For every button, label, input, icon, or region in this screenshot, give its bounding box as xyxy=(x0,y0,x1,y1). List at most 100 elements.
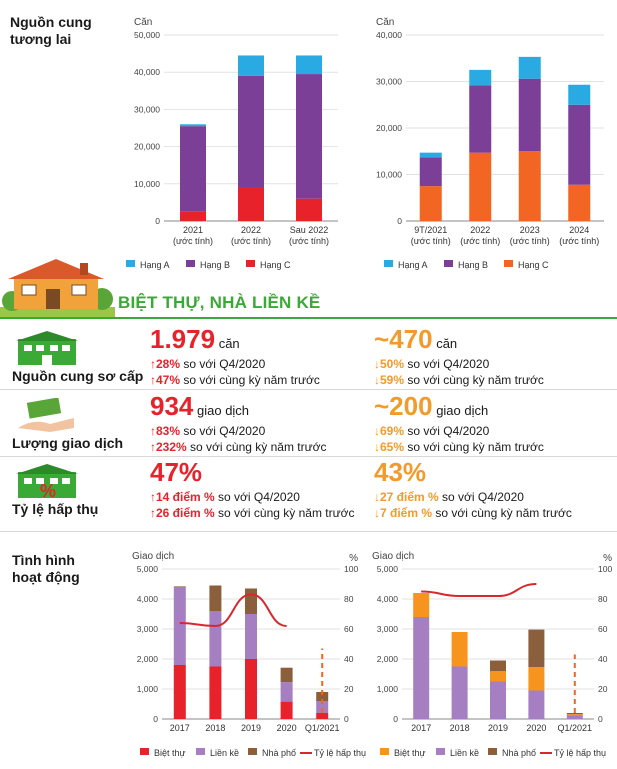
y-tick-label: 30,000 xyxy=(376,77,402,87)
bar-biệt-thự xyxy=(280,701,293,719)
metric-change-right-line1: ↓69% so với Q4/2020 xyxy=(374,424,489,438)
metric-label: Lượng giao dịch xyxy=(12,435,124,451)
change-value: ↑28% xyxy=(150,357,181,371)
metric-label: Tỷ lệ hấp thụ xyxy=(12,501,99,517)
x-tick-label: 2022 xyxy=(241,225,261,235)
bar-hạng-a xyxy=(469,69,492,86)
legend-label: Tỷ lệ hấp thụ xyxy=(554,748,606,758)
metric-unit: giao dịch xyxy=(193,403,250,418)
bar-liền-kề xyxy=(490,681,506,719)
bar-hạng-c xyxy=(469,152,492,221)
house-illustration-icon xyxy=(0,259,115,317)
bar-hạng-b xyxy=(180,126,206,212)
change-text: so với cùng kỳ năm trước xyxy=(180,373,320,387)
legend-swatch xyxy=(246,260,255,267)
y2-tick-label: 20 xyxy=(344,684,354,694)
x-tick-label: 2019 xyxy=(488,723,508,733)
y2-tick-label: 20 xyxy=(598,684,608,694)
change-value: ↓7 điểm % xyxy=(374,506,433,520)
y-tick-label: 0 xyxy=(393,714,398,724)
x-tick-sublabel: (ước tính) xyxy=(231,236,271,246)
bar-hạng-c xyxy=(180,211,206,221)
bar-nhà-phố xyxy=(490,660,506,671)
bar-hạng-a xyxy=(238,55,264,76)
change-text: so với cùng kỳ năm trước xyxy=(432,506,572,520)
y-tick-label: 0 xyxy=(155,216,160,226)
metric-label: Nguồn cung sơ cấp xyxy=(12,368,144,384)
bottom-divider xyxy=(0,531,617,532)
building-icon xyxy=(14,331,80,367)
bar-biệt-thự xyxy=(490,671,506,682)
bar-nhà-phố xyxy=(316,692,329,701)
y-tick-label: 1,000 xyxy=(377,684,399,694)
y-tick-label: 3,000 xyxy=(137,624,159,634)
legend-swatch xyxy=(488,748,497,755)
x-tick-label: 2018 xyxy=(205,723,225,733)
y-tick-label: 3,000 xyxy=(377,624,399,634)
activity-title-line1: Tình hình xyxy=(12,552,75,568)
legend-swatch xyxy=(504,260,513,267)
change-value: ↑83% xyxy=(150,424,181,438)
bar-biệt-thự xyxy=(245,659,257,719)
y-tick-label: 40,000 xyxy=(376,30,402,40)
bar-biệt-thự xyxy=(413,593,430,617)
bar-liền-kề xyxy=(566,715,583,719)
metric-change-left-line2: ↑232% so với cùng kỳ năm trước xyxy=(150,440,327,454)
metric-value-left: 934 giao dịch xyxy=(150,391,249,422)
metric-value-left: 47% xyxy=(150,457,202,488)
bar-hạng-a xyxy=(419,152,442,158)
change-text: so với cùng kỳ năm trước xyxy=(186,440,327,454)
change-text: so với Q4/2020 xyxy=(180,424,266,438)
legend-swatch xyxy=(436,748,445,755)
x-tick-sublabel: (ước tính) xyxy=(411,236,451,246)
legend-label: Biệt thự xyxy=(154,748,186,758)
supply-title-line2: tương lai xyxy=(10,31,72,47)
x-tick-label: 2020 xyxy=(277,723,297,733)
supply-title-line1: Nguồn cung xyxy=(10,14,92,30)
legend-label: Hạng B xyxy=(458,260,488,270)
legend-label: Liền kề xyxy=(210,748,239,758)
change-text: so với Q4/2020 xyxy=(438,490,524,504)
legend-label: Nhà phố xyxy=(502,748,536,758)
bar-liền-kề xyxy=(245,614,257,659)
y2-tick-label: 60 xyxy=(344,624,354,634)
y-axis-label: Căn xyxy=(134,17,152,28)
y2-tick-label: 100 xyxy=(344,564,358,574)
bar-biệt-thự xyxy=(566,714,583,716)
x-tick-label: 2024 xyxy=(569,225,589,235)
future-supply-chart-right: Căn010,00020,00030,00040,0009T/2021(ước … xyxy=(376,17,604,270)
y-axis-label: Giao dịch xyxy=(132,551,174,562)
y2-axis-label: % xyxy=(349,553,358,564)
change-value: ↓65% xyxy=(374,440,405,454)
y-tick-label: 4,000 xyxy=(137,594,159,604)
y-tick-label: 10,000 xyxy=(376,170,402,180)
metric-change-right-line1: ↓50% so với Q4/2020 xyxy=(374,357,489,371)
svg-text:%: % xyxy=(40,481,56,500)
bar-liền-kề xyxy=(451,666,468,719)
bar-biệt-thự xyxy=(173,665,186,719)
bar-hạng-c xyxy=(296,198,322,221)
bar-hạng-c xyxy=(518,151,541,221)
x-tick-label: 2017 xyxy=(411,723,431,733)
metric-value-right: 43% xyxy=(374,457,426,488)
x-tick-sublabel: (ước tính) xyxy=(559,236,599,246)
y-axis-label: Giao dịch xyxy=(372,551,414,562)
legend-label: Hạng A xyxy=(140,260,170,270)
metric-number: ~470 xyxy=(374,324,433,354)
transactions-chart-right: Giao dịch % 0 1,000 2,000 3,000 4,000 5,000 0 20 4… xyxy=(372,551,612,758)
y-tick-label: 1,000 xyxy=(137,684,159,694)
x-tick-label: Q1/2021 xyxy=(305,723,340,733)
transactions-chart-left: Giao dịch % 0 1,000 2,000 3,000 4,000 5,000 0 20 4… xyxy=(132,551,366,758)
y2-tick-label: 40 xyxy=(598,654,608,664)
metric-change-right-line2: ↓65% so với cùng kỳ năm trước xyxy=(374,440,544,454)
change-text: so với Q4/2020 xyxy=(180,357,266,371)
change-value: ↑14 điểm % xyxy=(150,490,215,504)
x-tick-label: 2023 xyxy=(520,225,540,235)
activity-title-line2: hoạt động xyxy=(12,569,80,585)
y-tick-label: 4,000 xyxy=(377,594,399,604)
bar-liền-kề xyxy=(173,587,186,665)
metric-change-left-line1: ↑83% so với Q4/2020 xyxy=(150,424,265,438)
change-text: so với Q4/2020 xyxy=(404,424,490,438)
activity-section-title: Tình hình hoạt động xyxy=(12,552,80,586)
y-tick-label: 5,000 xyxy=(377,564,399,574)
